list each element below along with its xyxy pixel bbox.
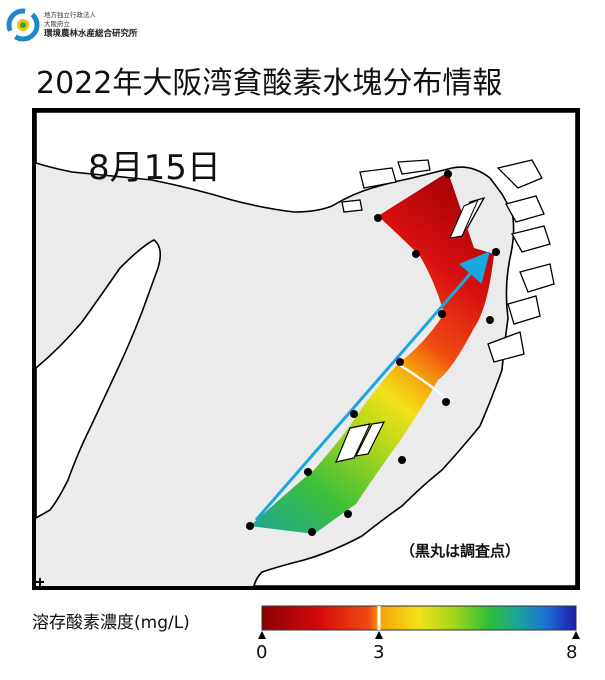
station-point — [438, 310, 446, 318]
station-point — [344, 510, 352, 518]
station-point — [444, 170, 452, 178]
colorbar — [258, 605, 580, 639]
logo-line-2: 大阪府立 — [44, 20, 70, 28]
station-point — [486, 316, 494, 324]
page-title: 2022年大阪湾貧酸素水塊分布情報 — [36, 66, 503, 101]
land-mainland-north-east — [35, 111, 577, 587]
colorbar-label-min: 0 — [256, 642, 268, 663]
station-note: （黒丸は調査点） — [400, 542, 521, 560]
station-point — [374, 214, 382, 222]
station-point — [350, 410, 358, 418]
station-point — [442, 398, 450, 406]
org-logo-icon — [6, 8, 40, 42]
logo-line-1: 地方独立行政法人 — [44, 11, 96, 19]
station-point — [398, 456, 406, 464]
station-point — [308, 528, 316, 536]
oxygen-distribution-area — [250, 172, 494, 534]
logo-line-3: 環境農林水産総合研究所 — [44, 29, 138, 39]
colorbar-tick-mid — [375, 631, 383, 639]
flow-arrow — [254, 251, 490, 521]
colorbar-label-mid: 3 — [373, 642, 385, 663]
bay-map — [32, 108, 580, 590]
center-island — [449, 199, 479, 239]
station-point — [304, 468, 312, 476]
station-point — [492, 248, 500, 256]
contour-3mgl — [397, 362, 447, 399]
station-point — [246, 522, 254, 530]
colorbar-label-max: 8 — [566, 642, 578, 663]
survey-date: 8月15日 — [88, 148, 221, 188]
survey-stations — [246, 170, 500, 536]
colorbar-tick-max — [572, 631, 580, 639]
org-logo: 地方独立行政法人 大阪府立 環境農林水産総合研究所 — [4, 4, 194, 46]
station-point — [412, 250, 420, 258]
colorbar-tick-min — [258, 631, 266, 639]
station-point — [396, 358, 404, 366]
airport-island — [335, 421, 386, 463]
colorbar-gradient — [261, 605, 577, 631]
colorbar-title: 溶存酸素濃度(mg/L) — [32, 613, 190, 633]
land-awaji-island — [35, 239, 162, 520]
